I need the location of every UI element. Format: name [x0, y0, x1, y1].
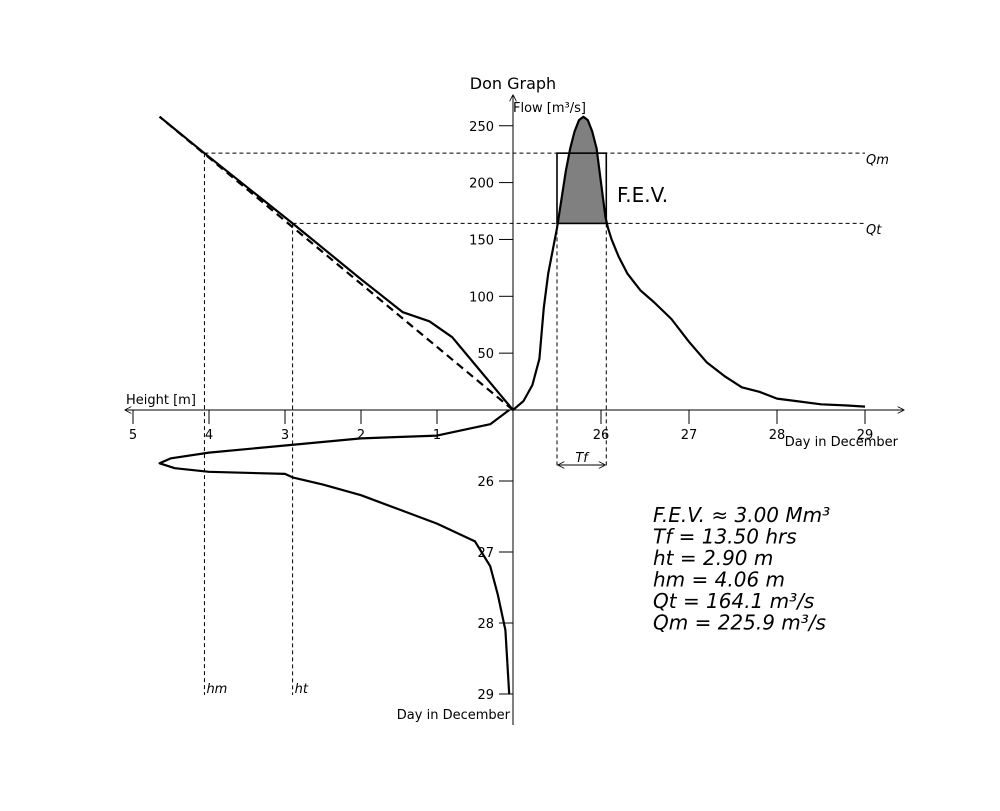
stats-line: Qm = 225.9 m³/s [653, 611, 826, 635]
height-tick-label: 2 [357, 428, 365, 443]
flow-tick-label: 200 [469, 177, 494, 192]
stats-line: ht = 2.90 m [653, 546, 773, 570]
qm-label: Qm [866, 153, 889, 168]
stage-hydrograph-line [158, 409, 511, 695]
day-down-tick-label: 27 [477, 546, 494, 561]
day-down-tick-label: 28 [477, 617, 494, 632]
day-down-tick-label: 26 [477, 475, 494, 490]
day-right-tick-label: 29 [857, 428, 874, 443]
stats-line: Tf = 13.50 hrs [653, 525, 797, 549]
flow-tick-label: 150 [469, 233, 494, 248]
stats-line: F.E.V. ≈ 3.00 Mm³ [653, 503, 830, 527]
height-tick-label: 3 [281, 428, 289, 443]
day-right-tick-label: 26 [593, 428, 610, 443]
qt-label: Qt [866, 223, 882, 238]
flow-tick-label: 250 [469, 120, 494, 135]
flow-axis-label: Flow [m³/s] [513, 101, 586, 116]
day-down-axis-label: Day in December [397, 708, 511, 723]
height-tick-label: 5 [129, 428, 137, 443]
chart-title: Don Graph [470, 74, 556, 93]
flow-tick-label: 50 [477, 347, 494, 362]
rating-tangent-line [158, 115, 514, 411]
stats-line: hm = 4.06 m [653, 568, 785, 592]
day-right-axis-label: Day in December [785, 435, 899, 450]
day-right-tick-label: 28 [769, 428, 786, 443]
height-axis-label: Height [m] [126, 393, 196, 408]
ht-label: ht [295, 682, 309, 697]
day-down-tick-label: 29 [477, 688, 494, 703]
fev-rectangle [556, 152, 608, 225]
hydrograph-line [512, 115, 866, 411]
day-right-tick-label: 27 [681, 428, 698, 443]
flow-tick-label: 100 [469, 290, 494, 305]
tf-label: Tf [575, 451, 590, 466]
fev-shaded-area [557, 116, 607, 224]
hm-label: hm [206, 682, 227, 697]
height-tick-label: 4 [205, 428, 213, 443]
rating-curve-line [158, 115, 514, 411]
fev-label: F.E.V. [617, 183, 668, 207]
stats-line: Qt = 164.1 m³/s [653, 589, 814, 613]
